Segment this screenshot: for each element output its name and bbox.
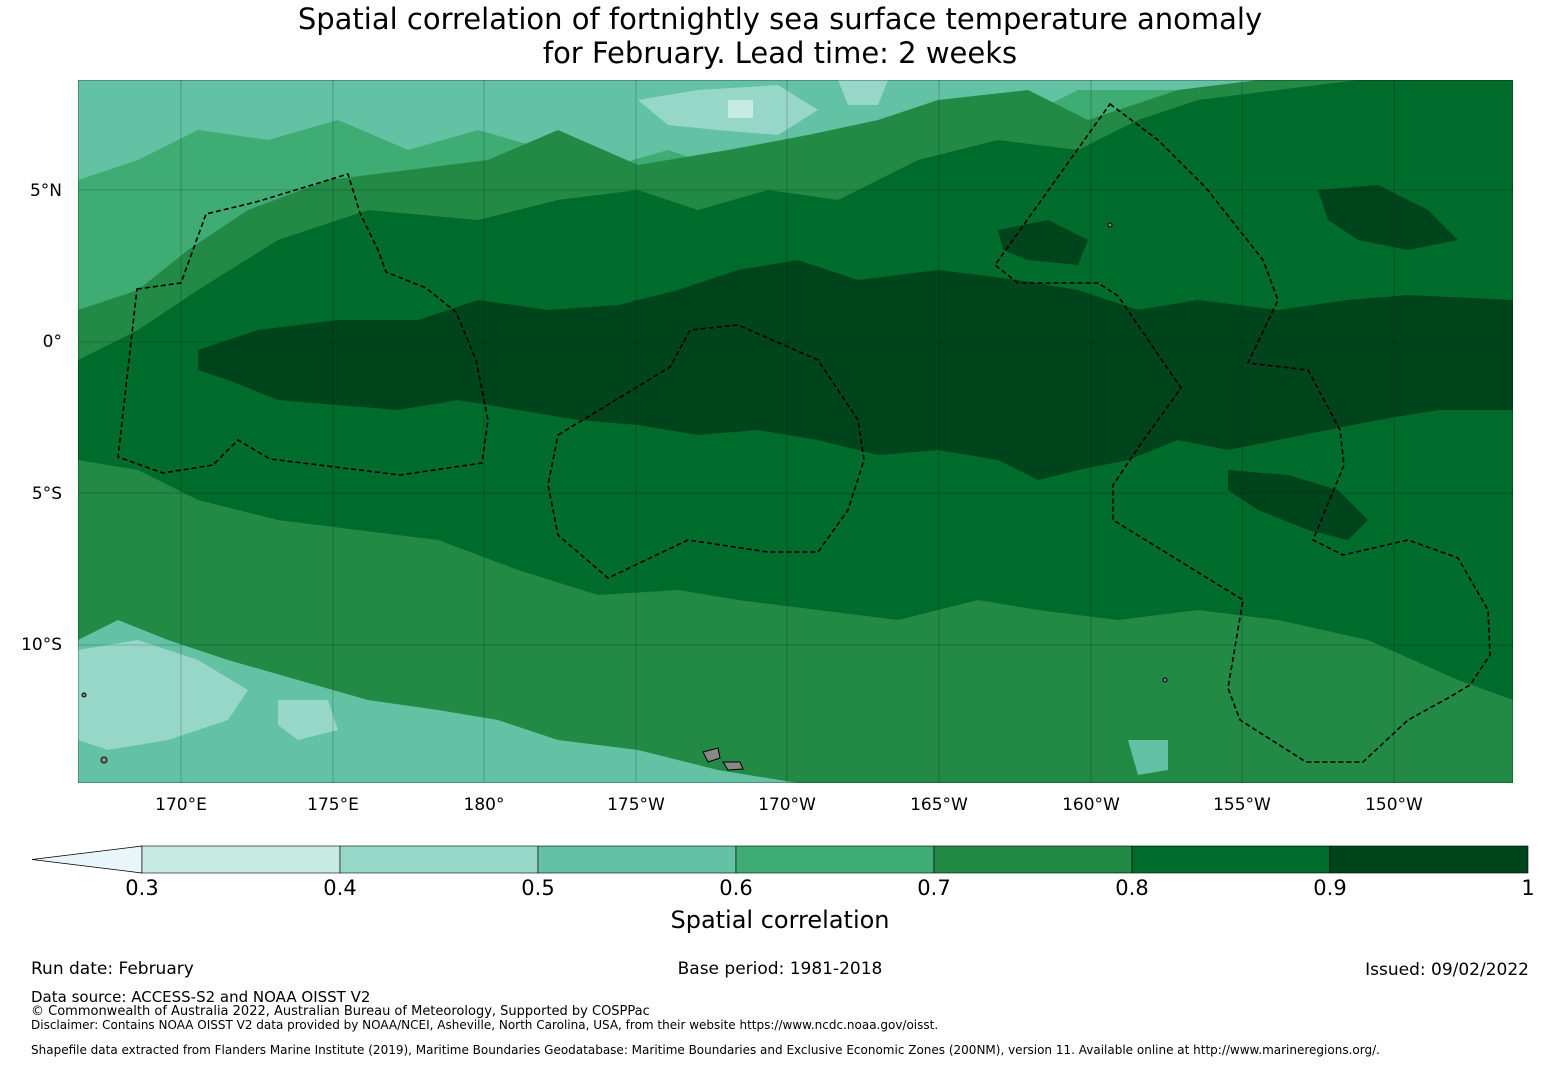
patch-north-palest-3 (728, 100, 753, 118)
patch-core-north-2 (998, 220, 1088, 265)
issued-date: Issued: 09/02/2022 (1365, 960, 1529, 980)
lon-label-180: 180° (463, 795, 505, 815)
colorbar-bin-2 (339, 845, 539, 874)
patch-south-east-light (1128, 740, 1168, 775)
colorbar-tick-0.5: 0.5 (521, 876, 555, 900)
patch-core-north (1318, 185, 1458, 250)
run-date: Run date: February (31, 959, 194, 979)
eez-boundary-west (117, 173, 489, 476)
patch-south-palest-2 (278, 700, 338, 740)
colorbar-bin-6 (1131, 845, 1331, 874)
colorbar-tick-0.9: 0.9 (1313, 876, 1347, 900)
copyright: © Commonwealth of Australia 2022, Austra… (31, 1004, 650, 1019)
colorbar-bin-5 (933, 845, 1133, 874)
band-core-darkest (198, 260, 1513, 480)
island-savaii (722, 761, 744, 771)
lon-label-150w: 150°W (1365, 795, 1423, 815)
colorbar-bin-1 (141, 845, 341, 874)
lat-label-5n: 5°N (29, 181, 62, 201)
patch-core-east (1228, 470, 1368, 540)
band-south-light (78, 620, 798, 783)
colorbar-bin-7 (1329, 845, 1529, 874)
patch-north-palest-2 (838, 80, 888, 105)
islands (81, 222, 1168, 771)
eez-boundaries (117, 102, 1491, 763)
colorbar-tick-0.4: 0.4 (323, 876, 357, 900)
patch-south-palest (78, 640, 248, 750)
colorbar (31, 845, 1529, 874)
lon-label-175w: 175°W (607, 795, 665, 815)
lon-label-170e: 170°E (155, 795, 207, 815)
shapefile-credit: Shapefile data extracted from Flanders M… (31, 1043, 1380, 1057)
lat-label-10s: 10°S (21, 635, 62, 655)
colorbar-bin-3 (537, 845, 737, 874)
data-source: Data source: ACCESS-S2 and NOAA OISST V2 (31, 988, 371, 1006)
lon-label-165w: 165°W (910, 795, 968, 815)
island-small-4 (81, 692, 87, 698)
colorbar-title: Spatial correlation (670, 906, 890, 934)
island-small-3 (1107, 222, 1113, 228)
colorbar-tick-0.3: 0.3 (125, 876, 159, 900)
island-upolu (702, 747, 721, 763)
eez-boundary-north-east (993, 102, 1491, 763)
base-period: Base period: 1981-2018 (677, 959, 883, 979)
colorbar-tick-0.8: 0.8 (1115, 876, 1149, 900)
map-title: Spatial correlation of fortnightly sea s… (0, 2, 1560, 70)
correlation-map (78, 80, 1513, 783)
colorbar-tick-0.6: 0.6 (719, 876, 753, 900)
title-line-1: Spatial correlation of fortnightly sea s… (297, 2, 1263, 36)
colorbar-tick-0.7: 0.7 (917, 876, 951, 900)
band-north-light (78, 80, 1513, 180)
title-line-2: for February. Lead time: 2 weeks (542, 36, 1018, 70)
lon-label-175e: 175°E (307, 795, 359, 815)
colorbar-under-arrow (31, 845, 143, 874)
lon-label-170w: 170°W (758, 795, 816, 815)
island-small-1 (100, 756, 108, 764)
colorbar-bin-4 (735, 845, 935, 874)
colorbar-tick-1: 1 (1521, 876, 1535, 900)
lon-label-160w: 160°W (1062, 795, 1120, 815)
island-small-2 (1162, 677, 1168, 683)
disclaimer: Disclaimer: Contains NOAA OISST V2 data … (31, 1018, 939, 1032)
lat-label-0: 0° (42, 332, 62, 352)
eez-boundary-central (547, 324, 865, 579)
map-gridlines (78, 80, 1513, 783)
lat-label-5s: 5°S (31, 484, 62, 504)
lon-label-155w: 155°W (1213, 795, 1271, 815)
